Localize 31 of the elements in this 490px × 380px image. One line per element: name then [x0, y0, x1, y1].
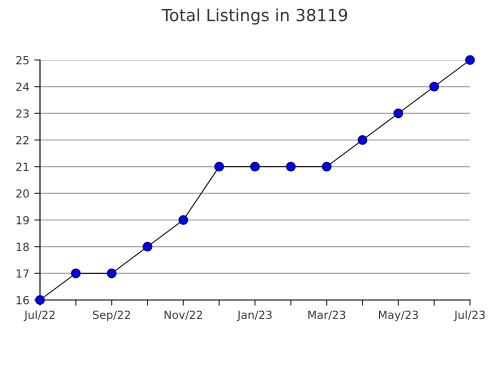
x-tick-label: Jul/23	[454, 310, 485, 322]
y-tick-label: 23	[16, 109, 29, 118]
y-tick-label: 24	[16, 82, 29, 91]
point	[70, 268, 81, 278]
point	[106, 268, 117, 278]
point	[178, 215, 188, 225]
point	[142, 242, 152, 252]
chart-title: Total Listings in 38119	[162, 8, 348, 25]
y-tick-label: 20	[16, 189, 29, 198]
y-tick-label: 17	[16, 269, 29, 278]
y-tick-label: 19	[16, 216, 29, 224]
x-tick-label: Jul/22	[24, 310, 55, 322]
y-tick-label: 25	[16, 56, 29, 64]
y-tick-label: 18	[16, 242, 29, 252]
x-tick-label: Sep/22	[92, 310, 130, 322]
y-tick-label: 16	[16, 296, 29, 304]
x-tick-label: Nov/22	[164, 310, 202, 320]
point	[250, 162, 260, 172]
x-tick-label: May/23	[378, 310, 418, 322]
point	[429, 82, 440, 92]
point	[465, 55, 475, 65]
x-tick-label: Mar/23	[308, 310, 346, 320]
point	[358, 135, 368, 145]
point	[286, 162, 296, 172]
point	[214, 162, 224, 172]
x-tick-label: Jan/23	[236, 310, 272, 322]
y-tick-label: 21	[16, 162, 29, 171]
y-tick-label: 22	[16, 136, 28, 144]
point	[35, 295, 45, 305]
point	[322, 162, 332, 172]
point	[393, 108, 404, 118]
